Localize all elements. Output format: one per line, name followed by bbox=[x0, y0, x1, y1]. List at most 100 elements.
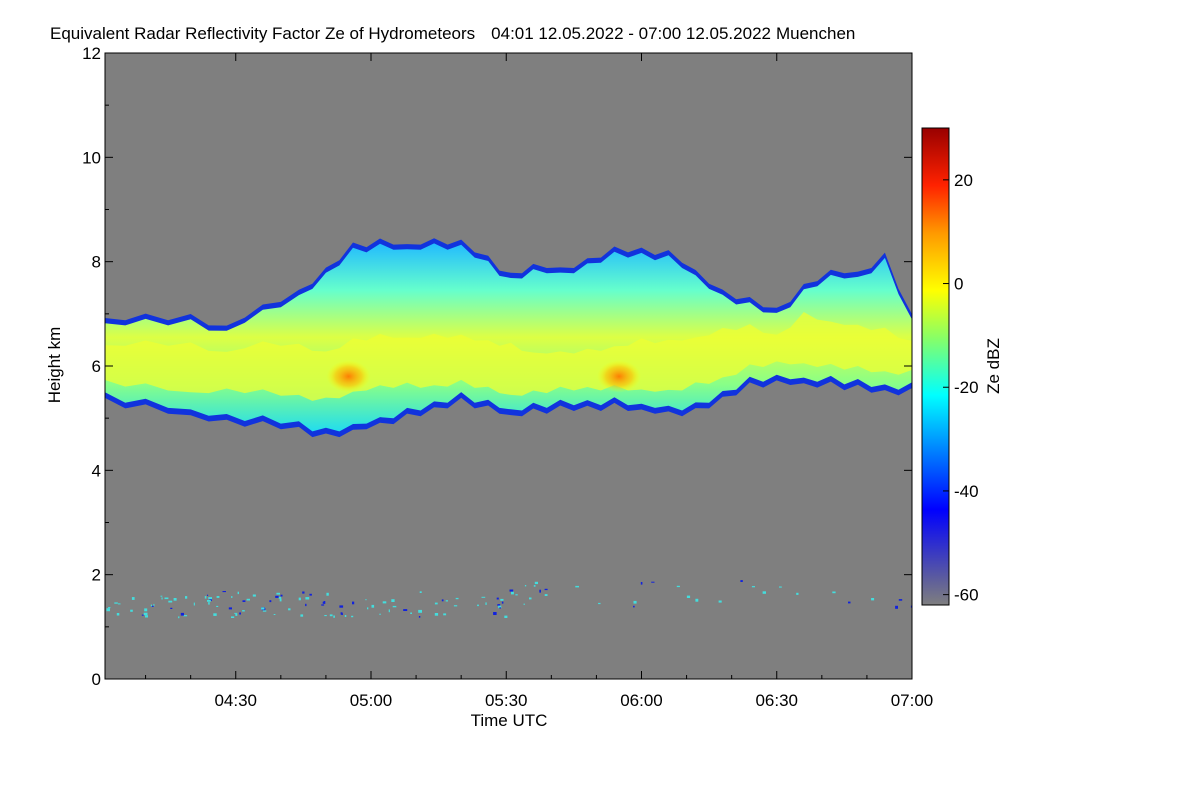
clutter-speck bbox=[485, 602, 487, 605]
clutter-speck bbox=[524, 585, 527, 587]
title-period: 04:01 12.05.2022 - 07:00 12.05.2022 bbox=[491, 24, 771, 43]
colorbar-tick-label: -60 bbox=[954, 586, 979, 605]
clutter-speck bbox=[261, 607, 265, 610]
clutter-speck bbox=[441, 599, 444, 602]
clutter-speck bbox=[117, 603, 121, 605]
y-tick-label: 4 bbox=[92, 461, 101, 480]
clutter-speck bbox=[410, 612, 412, 614]
clutter-speck bbox=[150, 604, 152, 607]
clutter-speck bbox=[252, 594, 256, 597]
clutter-speck bbox=[434, 613, 439, 616]
x-tick-label: 06:30 bbox=[755, 691, 798, 710]
clutter-speck bbox=[309, 593, 312, 596]
clutter-speck bbox=[153, 603, 155, 607]
clutter-speck bbox=[352, 601, 355, 605]
clutter-speck bbox=[326, 592, 329, 596]
clutter-speck bbox=[298, 597, 301, 601]
clutter-speck bbox=[222, 591, 226, 593]
colorbar-label: Ze dBZ bbox=[984, 338, 1003, 394]
clutter-speck bbox=[796, 592, 799, 595]
clutter-speck bbox=[242, 600, 246, 602]
clutter-speck bbox=[106, 608, 110, 612]
clutter-speck bbox=[418, 609, 422, 613]
clutter-speck bbox=[231, 616, 235, 618]
clutter-speck bbox=[686, 595, 691, 598]
title-text: Equivalent Radar Reflectivity Factor Ze … bbox=[50, 24, 475, 43]
clutter-speck bbox=[848, 601, 851, 604]
clutter-speck bbox=[323, 601, 326, 604]
clutter-speck bbox=[305, 597, 310, 600]
clutter-speck bbox=[453, 605, 458, 607]
clutter-speck bbox=[633, 605, 635, 608]
clutter-speck bbox=[207, 594, 209, 596]
clutter-speck bbox=[151, 605, 154, 607]
clutter-speck bbox=[676, 585, 680, 588]
clutter-speck bbox=[239, 612, 241, 615]
clutter-speck bbox=[164, 597, 169, 600]
clutter-speck bbox=[544, 594, 548, 596]
clutter-speck bbox=[443, 613, 447, 616]
clutter-speck bbox=[367, 607, 369, 610]
clutter-speck bbox=[500, 598, 504, 601]
clutter-speck bbox=[832, 591, 836, 594]
cloud-layer bbox=[105, 238, 912, 438]
y-tick-label: 6 bbox=[92, 357, 101, 376]
chart-title: Equivalent Radar Reflectivity Factor Ze … bbox=[50, 24, 855, 43]
clutter-speck bbox=[170, 607, 173, 609]
clutter-speck bbox=[504, 615, 508, 618]
clutter-speck bbox=[321, 604, 325, 606]
clutter-speck bbox=[445, 600, 448, 602]
clutter-speck bbox=[523, 603, 525, 605]
clutter-speck bbox=[718, 600, 722, 603]
clutter-speck bbox=[544, 588, 548, 591]
y-tick-label: 10 bbox=[82, 148, 101, 167]
clutter-speck bbox=[279, 598, 282, 602]
clutter-speck bbox=[208, 602, 210, 605]
colorbar bbox=[921, 127, 950, 606]
clutter-speck bbox=[160, 595, 163, 597]
y-axis: 0 2 4 6 8 10 12 bbox=[82, 44, 912, 689]
clutter-speck bbox=[651, 581, 655, 583]
clutter-speck bbox=[209, 598, 212, 601]
clutter-speck bbox=[481, 596, 486, 598]
clutter-speck bbox=[216, 596, 220, 598]
reflectivity-maxima bbox=[326, 360, 641, 393]
clutter-speck bbox=[173, 598, 177, 601]
clutter-speck bbox=[275, 595, 279, 598]
clutter-speck bbox=[280, 594, 283, 597]
clutter-speck bbox=[633, 600, 637, 604]
y-tick-label: 2 bbox=[92, 566, 101, 585]
clutter-speck bbox=[180, 612, 184, 616]
clutter-speck bbox=[498, 605, 502, 609]
clutter-speck bbox=[213, 613, 217, 616]
x-tick-label: 04:30 bbox=[214, 691, 257, 710]
colorbar-tick-label: 20 bbox=[954, 171, 973, 190]
clutter-speck bbox=[339, 605, 344, 608]
clutter-speck bbox=[324, 615, 327, 617]
clutter-speck bbox=[371, 604, 375, 608]
clutter-speck bbox=[388, 609, 390, 613]
clutter-speck bbox=[455, 597, 459, 600]
clutter-speck bbox=[276, 592, 280, 595]
x-axis: 04:30 05:00 05:30 06:00 06:30 07:00 bbox=[145, 53, 933, 710]
clutter-speck bbox=[114, 602, 118, 604]
clutter-speck bbox=[895, 605, 898, 609]
clutter-speck bbox=[130, 609, 133, 612]
clutter-speck bbox=[144, 608, 148, 612]
clutter-speck bbox=[262, 610, 267, 612]
clutter-speck bbox=[161, 597, 163, 600]
clutter-speck bbox=[185, 596, 188, 599]
clutter-speck bbox=[237, 591, 239, 595]
clutter-speck bbox=[141, 614, 144, 616]
x-axis-label: Time UTC bbox=[471, 711, 548, 730]
clutter-speck bbox=[640, 582, 643, 585]
clutter-speck bbox=[403, 609, 408, 611]
x-tick-label: 06:00 bbox=[620, 691, 663, 710]
clutter-speck bbox=[145, 615, 148, 618]
clutter-speck bbox=[511, 591, 514, 595]
clutter-speck bbox=[751, 586, 755, 588]
x-tick-label: 05:30 bbox=[485, 691, 528, 710]
clutter-speck bbox=[340, 612, 343, 615]
clutter-speck bbox=[575, 585, 579, 588]
clutter-speck bbox=[242, 610, 245, 612]
